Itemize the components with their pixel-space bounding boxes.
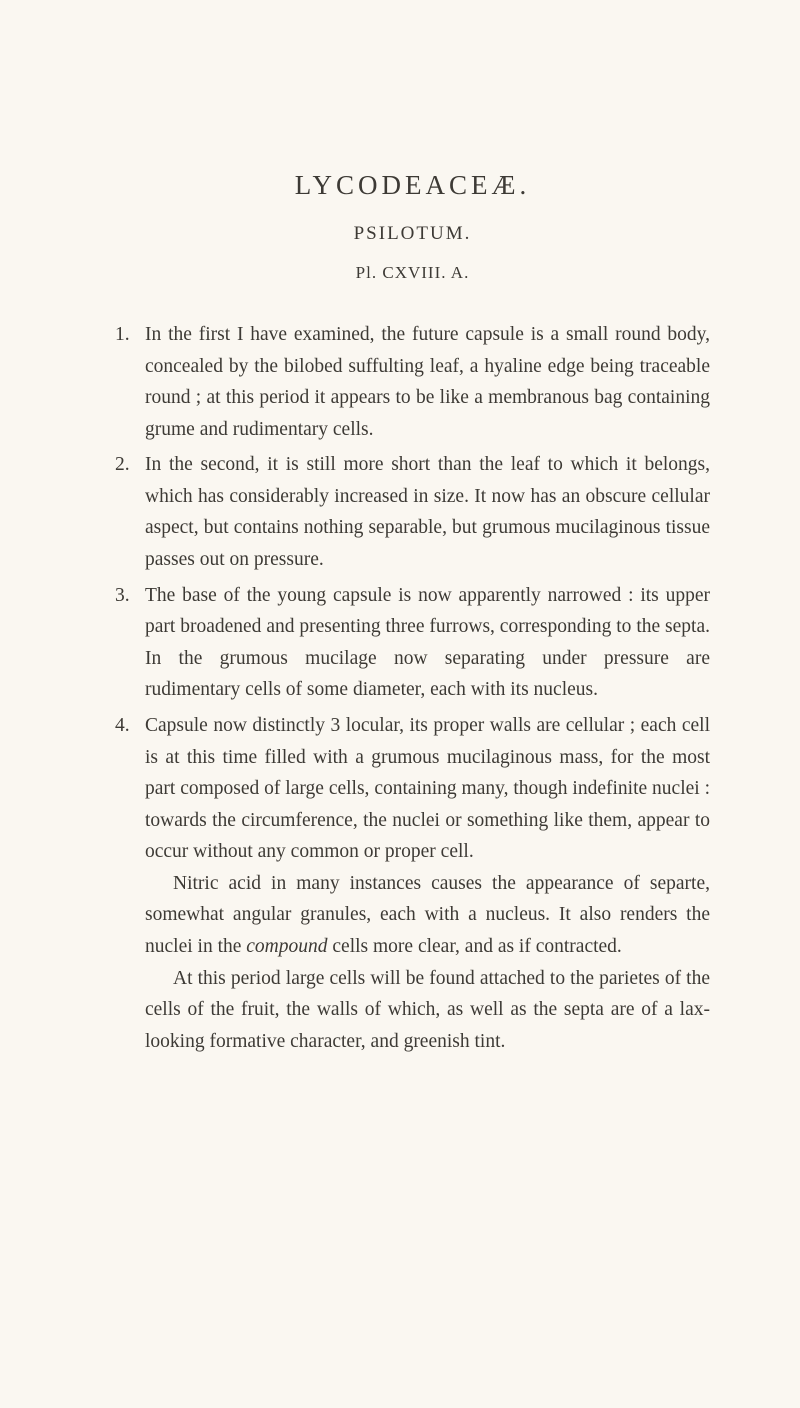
list-item: 1. In the first I have examined, the fut… (115, 319, 710, 445)
item-body: In the second, it is still more short th… (145, 449, 710, 575)
item-body: The base of the young capsule is now app… (145, 580, 710, 706)
item-number: 4. (115, 710, 145, 1057)
plate-label: Pl. CXVIII. A. (115, 263, 710, 283)
item-paragraph: At this period large cells will be found… (145, 963, 710, 1058)
item-paragraph: Nitric acid in many instances causes the… (145, 868, 710, 963)
text-run: cells more clear, and as if contracted. (328, 936, 622, 957)
italic-word: compound (246, 936, 327, 957)
item-number: 3. (115, 580, 145, 706)
item-number: 1. (115, 319, 145, 445)
item-number: 2. (115, 449, 145, 575)
item-body: In the first I have examined, the future… (145, 319, 710, 445)
item-text: Capsule now distinctly 3 locular, its pr… (145, 715, 710, 862)
list-item: 4. Capsule now distinctly 3 locular, its… (115, 710, 710, 1057)
document-page: LYCODEACEÆ. PSILOTUM. Pl. CXVIII. A. 1. … (0, 0, 800, 1408)
item-body: Capsule now distinctly 3 locular, its pr… (145, 710, 710, 1057)
list-item: 2. In the second, it is still more short… (115, 449, 710, 575)
page-title: LYCODEACEÆ. (115, 170, 710, 201)
page-subtitle: PSILOTUM. (115, 223, 710, 245)
list-item: 3. The base of the young capsule is now … (115, 580, 710, 706)
